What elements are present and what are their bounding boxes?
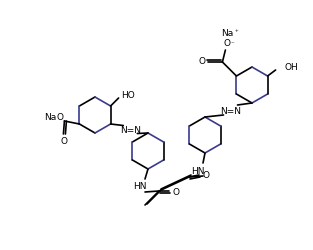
Text: N=N: N=N [220, 106, 241, 115]
Text: ⁻: ⁻ [231, 41, 234, 47]
Text: O: O [61, 136, 68, 145]
Text: O: O [172, 188, 179, 197]
Text: Na: Na [44, 113, 57, 122]
Text: O: O [224, 39, 231, 48]
Text: O: O [199, 57, 206, 66]
Text: O: O [203, 170, 209, 179]
Text: N=N: N=N [120, 126, 141, 134]
Text: O: O [57, 113, 64, 122]
Text: ⁺: ⁺ [234, 30, 238, 36]
Text: Na: Na [221, 28, 233, 37]
Text: HO: HO [121, 90, 135, 99]
Text: HN: HN [133, 182, 147, 191]
Text: OH: OH [285, 62, 298, 71]
Text: HN: HN [191, 166, 205, 175]
